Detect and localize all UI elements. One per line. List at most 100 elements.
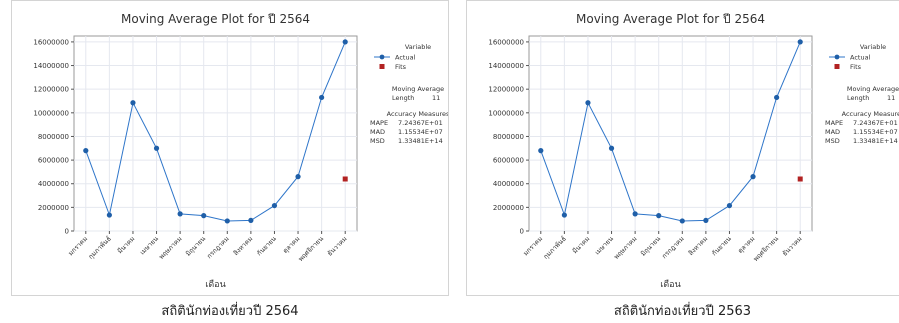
chart-title: Moving Average Plot for ปี 2564 xyxy=(121,12,310,26)
actual-data-point xyxy=(224,218,230,224)
x-tick-label: ตุลาคม xyxy=(281,235,301,255)
y-tick-label: 12000000 xyxy=(488,86,524,94)
accuracy-measure-value: 1.15534E+07 xyxy=(398,128,443,136)
actual-data-point xyxy=(177,211,183,217)
actual-data-point xyxy=(703,217,709,223)
accuracy-measure-name: MSD xyxy=(825,137,840,145)
accuracy-measures-title: Accuracy Measures xyxy=(842,110,899,118)
x-tick-label: มีนาคม xyxy=(116,235,137,256)
y-tick-label: 6000000 xyxy=(493,157,524,165)
x-tick-label: กรกฎาคม xyxy=(205,235,230,260)
legend-actual-label: Actual xyxy=(850,54,871,62)
x-tick-label: สิงหาคม xyxy=(687,235,709,257)
y-axis: 0 2000000 4000000 6000000 8000000 10000000 120… xyxy=(488,38,812,236)
legend-fits-marker xyxy=(379,64,385,69)
actual-data-point xyxy=(342,39,348,45)
y-tick-label: 4000000 xyxy=(38,180,69,188)
x-tick-label: ธันวาคม xyxy=(781,235,804,258)
legend-fits-marker xyxy=(834,64,840,69)
x-tick-label: เมษายน xyxy=(593,234,615,256)
plot-area xyxy=(528,35,813,232)
y-tick-label: 16000000 xyxy=(33,38,69,46)
actual-data-point xyxy=(153,145,160,151)
chart-caption-2563: สถิตินักท่องเที่ยวปี 2563 xyxy=(613,304,752,319)
actual-data-point xyxy=(248,217,254,223)
x-tick-label: กันยายน xyxy=(710,234,733,257)
x-tick-label: เมษายน xyxy=(138,234,160,256)
actual-data-point xyxy=(585,100,591,106)
legend-fits-label: Fits xyxy=(395,63,407,71)
fits-data-point xyxy=(342,176,348,182)
legend-fits-label: Fits xyxy=(850,63,862,71)
legend-actual-label: Actual xyxy=(395,54,416,62)
accuracy-measure-value: 1.33481E+14 xyxy=(398,137,443,145)
chart-caption-2564: สถิตินักท่องเที่ยวปี 2564 xyxy=(161,304,299,319)
legend-actual-marker xyxy=(379,54,385,60)
moving-average-length-value: 11 xyxy=(432,94,440,102)
moving-average-length-label: Length xyxy=(392,94,414,102)
x-tick-label: มิถุนายน xyxy=(639,234,662,257)
actual-series-line xyxy=(540,41,801,222)
x-tick-label: สิงหาคม xyxy=(232,235,254,257)
actual-data-point xyxy=(750,174,756,180)
accuracy-measure-value: 1.15534E+07 xyxy=(853,128,898,136)
y-tick-label: 0 xyxy=(65,228,69,236)
accuracy-measure-name: MAD xyxy=(825,128,840,136)
moving-average-chart-2564: Moving Average Plot for ปี 2564 0 2000000 4… xyxy=(33,12,449,290)
y-tick-label: 10000000 xyxy=(33,109,69,117)
chart-panel-2564: Moving Average Plot for ปี 2564 0 2000000 4… xyxy=(11,0,449,296)
actual-data-point xyxy=(656,213,662,219)
x-tick-label: มิถุนายน xyxy=(184,234,207,257)
actual-data-point xyxy=(679,218,685,224)
plot-area xyxy=(73,35,358,232)
x-tick-label: กุมภาพันธ์ xyxy=(87,235,113,261)
moving-average-title: Moving Average xyxy=(392,85,444,93)
y-axis: 0 2000000 4000000 6000000 8000000 10000000 120… xyxy=(33,38,357,236)
actual-data-point xyxy=(561,212,567,218)
x-axis-title: เดือน xyxy=(660,279,680,290)
accuracy-measure-name: MSD xyxy=(370,137,385,145)
accuracy-measure-value: 7.24367E+01 xyxy=(398,119,443,127)
accuracy-measure-value: 1.33481E+14 xyxy=(853,137,898,145)
y-tick-label: 12000000 xyxy=(33,86,69,94)
actual-data-point xyxy=(201,213,207,219)
x-tick-label: ตุลาคม xyxy=(736,235,756,255)
y-tick-label: 8000000 xyxy=(38,133,69,141)
x-tick-label: มีนาคม xyxy=(571,235,592,256)
moving-average-length-value: 11 xyxy=(887,94,895,102)
y-tick-label: 10000000 xyxy=(488,109,524,117)
y-tick-label: 2000000 xyxy=(38,204,69,212)
actual-data-point xyxy=(797,39,803,45)
y-tick-label: 16000000 xyxy=(488,38,524,46)
actual-data-point xyxy=(632,211,638,217)
legend-actual-marker xyxy=(834,54,840,60)
actual-data-point xyxy=(774,94,780,101)
accuracy-measure-value: 7.24367E+01 xyxy=(853,119,898,127)
x-tick-label: ธันวาคม xyxy=(326,235,349,258)
y-tick-label: 4000000 xyxy=(493,180,524,188)
x-tick-label: พฤศจิกายน xyxy=(752,234,781,263)
y-tick-label: 14000000 xyxy=(33,62,69,70)
actual-data-point xyxy=(271,202,278,209)
chart-panel-2563: Moving Average Plot for ปี 2564 0 2000000 4… xyxy=(466,0,899,296)
accuracy-measure-name: MAPE xyxy=(825,119,843,127)
chart-title: Moving Average Plot for ปี 2564 xyxy=(576,12,765,26)
actual-data-point xyxy=(295,174,301,180)
actual-series-line xyxy=(85,41,346,222)
accuracy-measures-title: Accuracy Measures xyxy=(387,110,449,118)
y-tick-label: 14000000 xyxy=(488,62,524,70)
x-tick-label: มกราคม xyxy=(67,235,90,258)
actual-data-point xyxy=(106,212,112,218)
moving-average-title: Moving Average xyxy=(847,85,899,93)
x-tick-label: กุมภาพันธ์ xyxy=(542,235,568,261)
accuracy-measure-name: MAPE xyxy=(370,119,388,127)
x-tick-label: กรกฎาคม xyxy=(660,235,685,260)
x-axis-title: เดือน xyxy=(205,279,225,290)
actual-data-point xyxy=(608,145,615,151)
actual-data-point xyxy=(538,148,544,154)
x-tick-label: พฤศจิกายน xyxy=(297,234,326,263)
actual-data-point xyxy=(726,202,733,209)
x-tick-label: กันยายน xyxy=(255,234,278,257)
legend-title: Variable xyxy=(860,43,886,51)
